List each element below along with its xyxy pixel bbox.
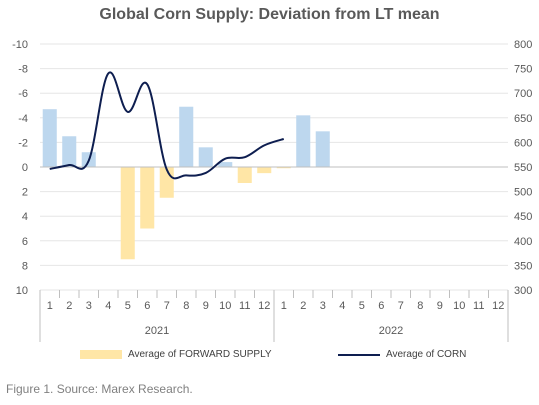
x-tick-label: 8 — [183, 300, 189, 312]
y-left-tick-label: -2 — [18, 137, 28, 149]
y-right-tick-label: 500 — [514, 187, 532, 199]
y-right-tick-label: 750 — [514, 64, 532, 76]
y-left-tick-label: 8 — [22, 260, 28, 272]
x-tick-label: 3 — [86, 300, 92, 312]
x-tick-label: 6 — [378, 300, 384, 312]
x-tick-label: 4 — [339, 300, 345, 312]
y-right-tick-label: 300 — [514, 285, 532, 297]
y-left-tick-label: -4 — [18, 113, 28, 125]
bar-8 — [179, 106, 194, 167]
y-right-tick-label: 700 — [514, 88, 532, 100]
y-left-tick-label: 2 — [22, 187, 28, 199]
y-left-tick-label: 10 — [16, 285, 28, 297]
y-right-tick-label: 450 — [514, 211, 532, 223]
y-right-tick-label: 400 — [514, 236, 532, 248]
bar-13 — [276, 167, 291, 169]
x-tick-label: 11 — [239, 300, 250, 312]
y-axis-left: -10 -8 -6 -4 -2 0 2 4 6 8 10 — [12, 39, 28, 297]
bar-12 — [257, 167, 272, 174]
y-right-tick-label: 550 — [514, 162, 532, 174]
bar-2 — [62, 136, 77, 167]
y-left-tick-label: -8 — [18, 64, 28, 76]
legend-swatch-bar — [80, 350, 122, 359]
bar-10 — [218, 162, 233, 167]
x-tick-label: 7 — [398, 300, 404, 312]
bar-11 — [237, 167, 252, 183]
x-tick-label: 11 — [473, 300, 484, 312]
x-tick-label: 1 — [281, 300, 287, 312]
x-tick-label: 5 — [125, 300, 131, 312]
bar-15 — [315, 131, 330, 167]
bar-1 — [42, 109, 57, 167]
x-tick-label: 7 — [164, 300, 170, 312]
y-right-tick-label: 800 — [514, 39, 532, 51]
legend-label-corn: Average of CORN — [386, 349, 467, 360]
chart-title: Global Corn Supply: Deviation from LT me… — [99, 6, 440, 23]
x-tick-label: 1 — [47, 300, 53, 312]
legend-label-forward-supply: Average of FORWARD SUPPLY — [128, 349, 272, 360]
x-tick-label: 12 — [258, 300, 270, 312]
x-group-label: 2021 — [145, 325, 169, 337]
x-tick-label: 10 — [219, 300, 231, 312]
y-left-tick-label: 4 — [22, 211, 28, 223]
legend-item-corn: Average of CORN — [338, 349, 466, 360]
bar-14 — [296, 115, 311, 167]
y-right-tick-label: 600 — [514, 137, 532, 149]
y-left-tick-label: -10 — [12, 39, 28, 51]
y-right-tick-label: 650 — [514, 113, 532, 125]
bar-5 — [120, 167, 135, 260]
figure-caption: Figure 1. Source: Marex Research. — [6, 382, 193, 396]
legend-swatch-line — [338, 353, 380, 356]
bar-6 — [140, 167, 155, 229]
legend: Average of FORWARD SUPPLY Average of COR… — [0, 349, 539, 369]
x-tick-label: 9 — [203, 300, 209, 312]
x-tick-label: 6 — [144, 300, 150, 312]
bars — [42, 106, 330, 260]
y-axis-right: 800 750 700 650 600 550 500 450 400 350 300 — [514, 39, 532, 297]
x-tick-label: 9 — [437, 300, 443, 312]
x-tick-label: 12 — [492, 300, 504, 312]
x-group-label: 2022 — [379, 325, 403, 337]
x-tick-label: 10 — [453, 300, 465, 312]
x-tick-label: 4 — [105, 300, 111, 312]
y-left-tick-label: -6 — [18, 88, 28, 100]
x-tick-label: 2 — [66, 300, 72, 312]
legend-item-forward-supply: Average of FORWARD SUPPLY — [80, 349, 272, 360]
x-tick-label: 8 — [417, 300, 423, 312]
y-left-tick-label: 6 — [22, 236, 28, 248]
x-tick-label: 3 — [320, 300, 326, 312]
bar-9 — [198, 147, 213, 167]
x-tick-label: 5 — [359, 300, 365, 312]
corn-line-path — [49, 71, 285, 180]
x-tick-label: 2 — [300, 300, 306, 312]
y-right-tick-label: 350 — [514, 260, 532, 272]
corn-line — [49, 71, 285, 180]
y-left-tick-label: 0 — [22, 162, 28, 174]
